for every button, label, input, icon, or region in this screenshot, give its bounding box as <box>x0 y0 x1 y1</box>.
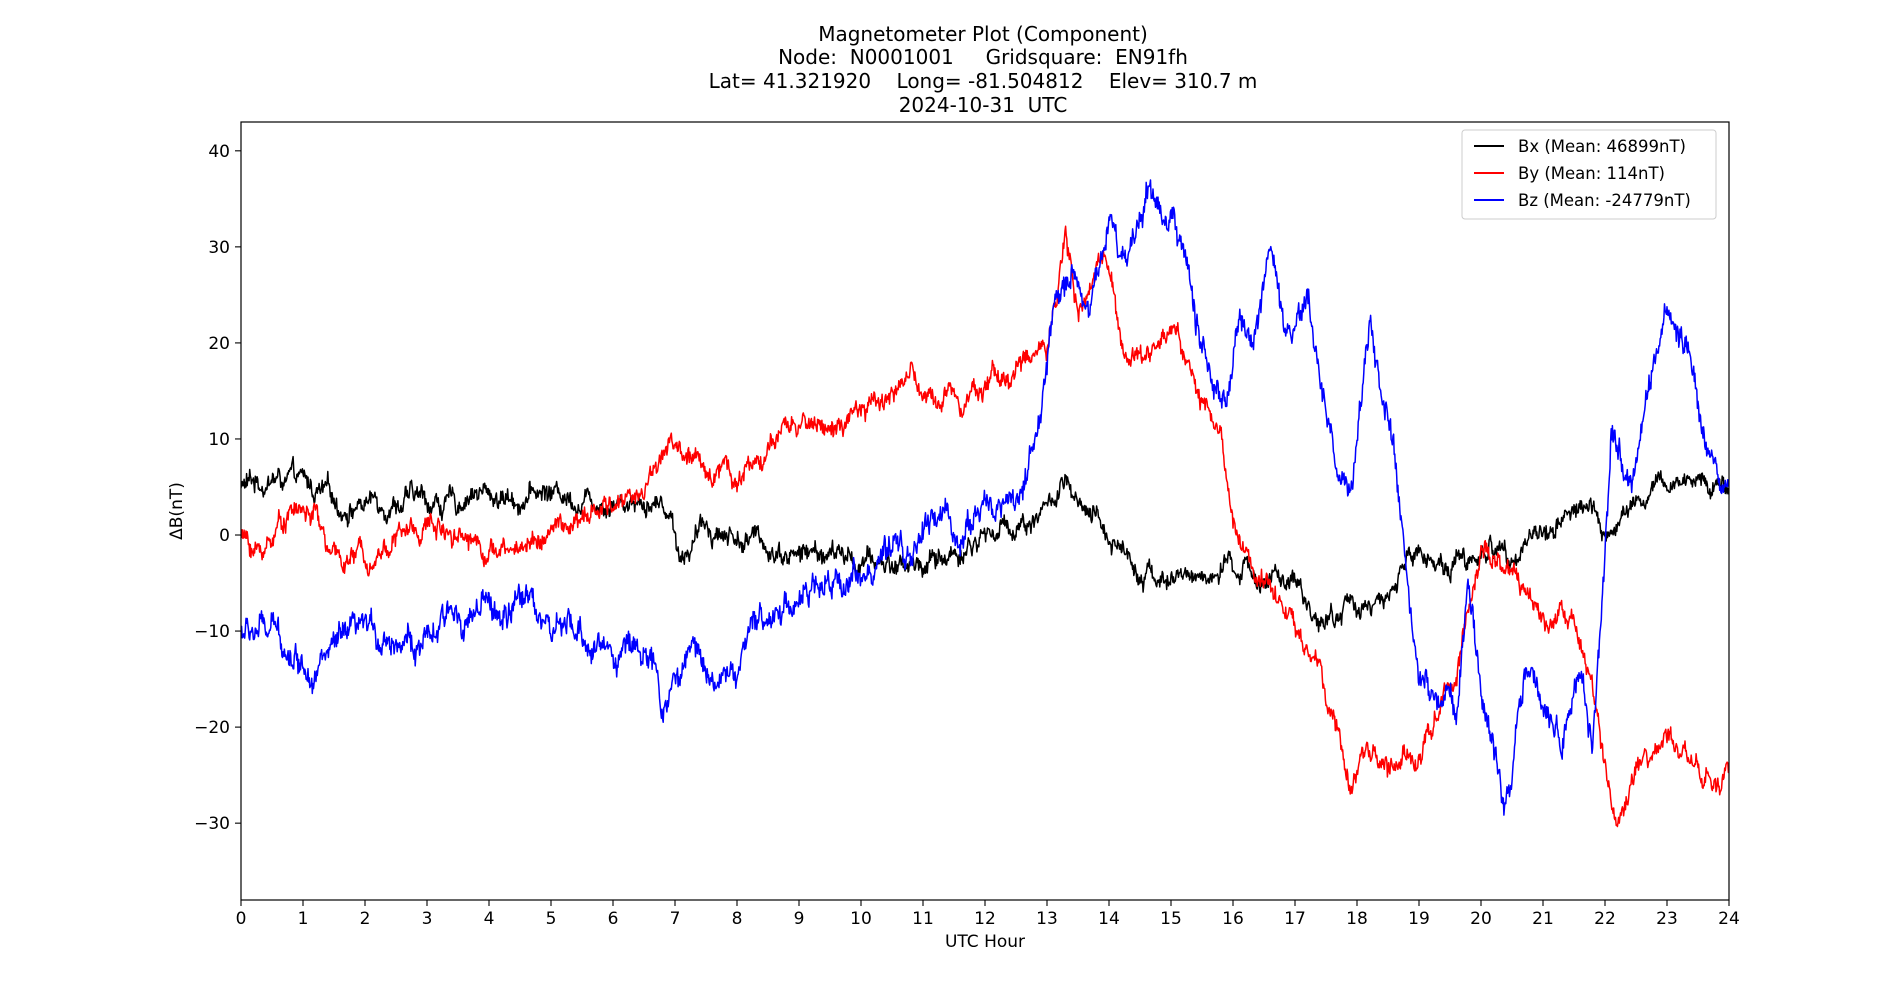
x-tick-label: 4 <box>484 909 495 929</box>
x-axis: 0 1 2 3 4 5 6 7 8 9 10 11 12 13 14 15 16 17 18 19 20 21 22 23 24 <box>236 900 1740 929</box>
x-tick-label: 1 <box>298 909 309 929</box>
x-tick-label: 10 <box>850 909 872 929</box>
x-tick-label: 7 <box>670 909 681 929</box>
x-tick-label: 17 <box>1284 909 1306 929</box>
x-tick-label: 0 <box>236 909 247 929</box>
x-tick-label: 20 <box>1470 909 1492 929</box>
legend-box <box>1461 129 1717 220</box>
x-tick-label: 16 <box>1222 909 1244 929</box>
x-tick-label: 18 <box>1346 909 1368 929</box>
x-tick-label: 23 <box>1656 909 1678 929</box>
y-tick-label: 0 <box>219 526 230 546</box>
chart-title: Magnetometer Plot (Component) Node: N000… <box>709 22 1258 117</box>
series-layer <box>241 179 1729 828</box>
title-line-2: Node: N0001001 Gridsquare: EN91fh <box>778 45 1188 69</box>
y-axis: −30 −20 −10 0 10 20 30 40 <box>194 142 241 834</box>
x-tick-label: 15 <box>1160 909 1182 929</box>
x-tick-label: 11 <box>912 909 934 929</box>
by-line <box>241 225 1729 828</box>
x-tick-label: 5 <box>546 909 557 929</box>
x-tick-label: 8 <box>732 909 743 929</box>
legend-label: By (Mean: 114nT) <box>1518 164 1665 183</box>
legend: Bx (Mean: 46899nT) By (Mean: 114nT) Bz (Me… <box>1461 129 1717 220</box>
y-tick-label: 20 <box>208 334 230 354</box>
x-tick-label: 19 <box>1408 909 1430 929</box>
y-tick-label: −20 <box>194 718 230 738</box>
x-tick-label: 3 <box>422 909 433 929</box>
y-tick-label: 30 <box>208 238 230 258</box>
y-tick-label: −30 <box>194 814 230 834</box>
legend-label: Bz (Mean: -24779nT) <box>1518 191 1691 210</box>
y-tick-label: −10 <box>194 622 230 642</box>
bx-line <box>241 455 1729 633</box>
bz-line <box>241 179 1729 816</box>
y-tick-label: 10 <box>208 430 230 450</box>
title-line-4: 2024-10-31 UTC <box>899 93 1068 117</box>
x-tick-label: 14 <box>1098 909 1120 929</box>
x-tick-label: 9 <box>794 909 805 929</box>
x-axis-label: UTC Hour <box>945 932 1025 952</box>
legend-label: Bx (Mean: 46899nT) <box>1518 137 1686 156</box>
y-axis-label: ΔB(nT) <box>167 482 187 540</box>
x-tick-label: 2 <box>360 909 371 929</box>
x-tick-label: 24 <box>1718 909 1740 929</box>
x-tick-label: 13 <box>1036 909 1058 929</box>
x-tick-label: 21 <box>1532 909 1554 929</box>
x-tick-label: 22 <box>1594 909 1616 929</box>
y-tick-label: 40 <box>208 142 230 162</box>
title-line-1: Magnetometer Plot (Component) <box>818 22 1148 46</box>
title-line-3: Lat= 41.321920 Long= -81.504812 Elev= 31… <box>709 69 1258 93</box>
x-tick-label: 6 <box>608 909 619 929</box>
x-tick-label: 12 <box>974 909 996 929</box>
